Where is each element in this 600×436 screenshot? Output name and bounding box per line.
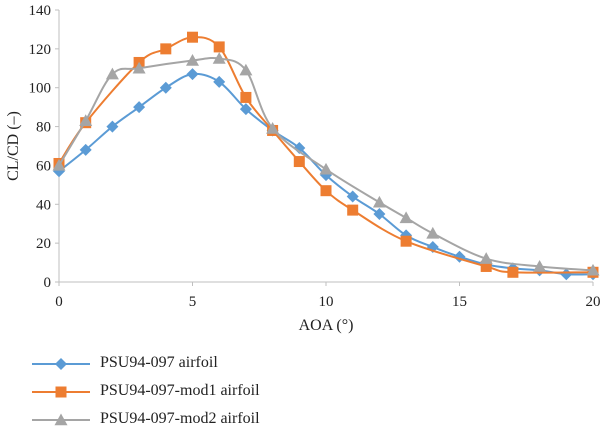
legend-label-1: PSU94-097-mod1 airfoil [100,382,260,400]
data-point-0 [160,82,172,94]
x-tick-label: 20 [586,294,600,310]
x-tick-label: 0 [55,294,63,310]
y-tick-label: 80 [36,120,51,136]
data-point-2 [320,163,333,175]
data-point-1 [294,156,305,167]
y-tick-label: 140 [29,3,52,19]
data-point-1 [347,205,358,216]
y-tick-label: 0 [44,275,52,291]
data-point-2 [400,211,413,223]
line-chart: 0 20 40 60 80 100 120 140 0 5 10 15 20 AOA (°) CL/CD… [0,0,600,350]
legend-symbol-1 [56,387,67,398]
y-axis-label: CL/CD (–) [5,111,22,181]
data-point-1 [401,236,412,247]
data-point-2 [106,68,119,80]
x-tick-label: 5 [189,294,197,310]
y-tick-label: 40 [36,197,51,213]
legend-marker-1 [30,380,94,404]
legend-symbol-0 [55,358,67,370]
y-tick-label: 20 [36,236,51,252]
legend-label-0: PSU94-097 airfoil [100,354,218,372]
legend-label-2: PSU94-097-mod2 airfoil [100,410,260,428]
data-point-1 [187,32,198,43]
data-point-1 [160,43,171,54]
data-point-0 [187,68,199,80]
y-tick-label: 100 [29,81,52,97]
x-axis-label: AOA (°) [299,317,354,334]
data-point-2 [373,196,386,208]
data-point-1 [321,185,332,196]
y-tick-label: 60 [36,158,51,174]
series-layer [53,32,600,281]
x-tick-label: 15 [452,294,467,310]
data-point-1 [240,92,251,103]
series-2 [53,52,600,275]
data-point-2 [426,227,439,239]
legend-marker-0 [30,352,94,376]
data-point-1 [214,41,225,52]
legend-marker-2 [30,408,94,432]
data-point-1 [507,267,518,278]
data-point-0 [560,268,572,280]
x-tick-label: 10 [319,294,334,310]
y-tick-label: 120 [29,42,52,58]
